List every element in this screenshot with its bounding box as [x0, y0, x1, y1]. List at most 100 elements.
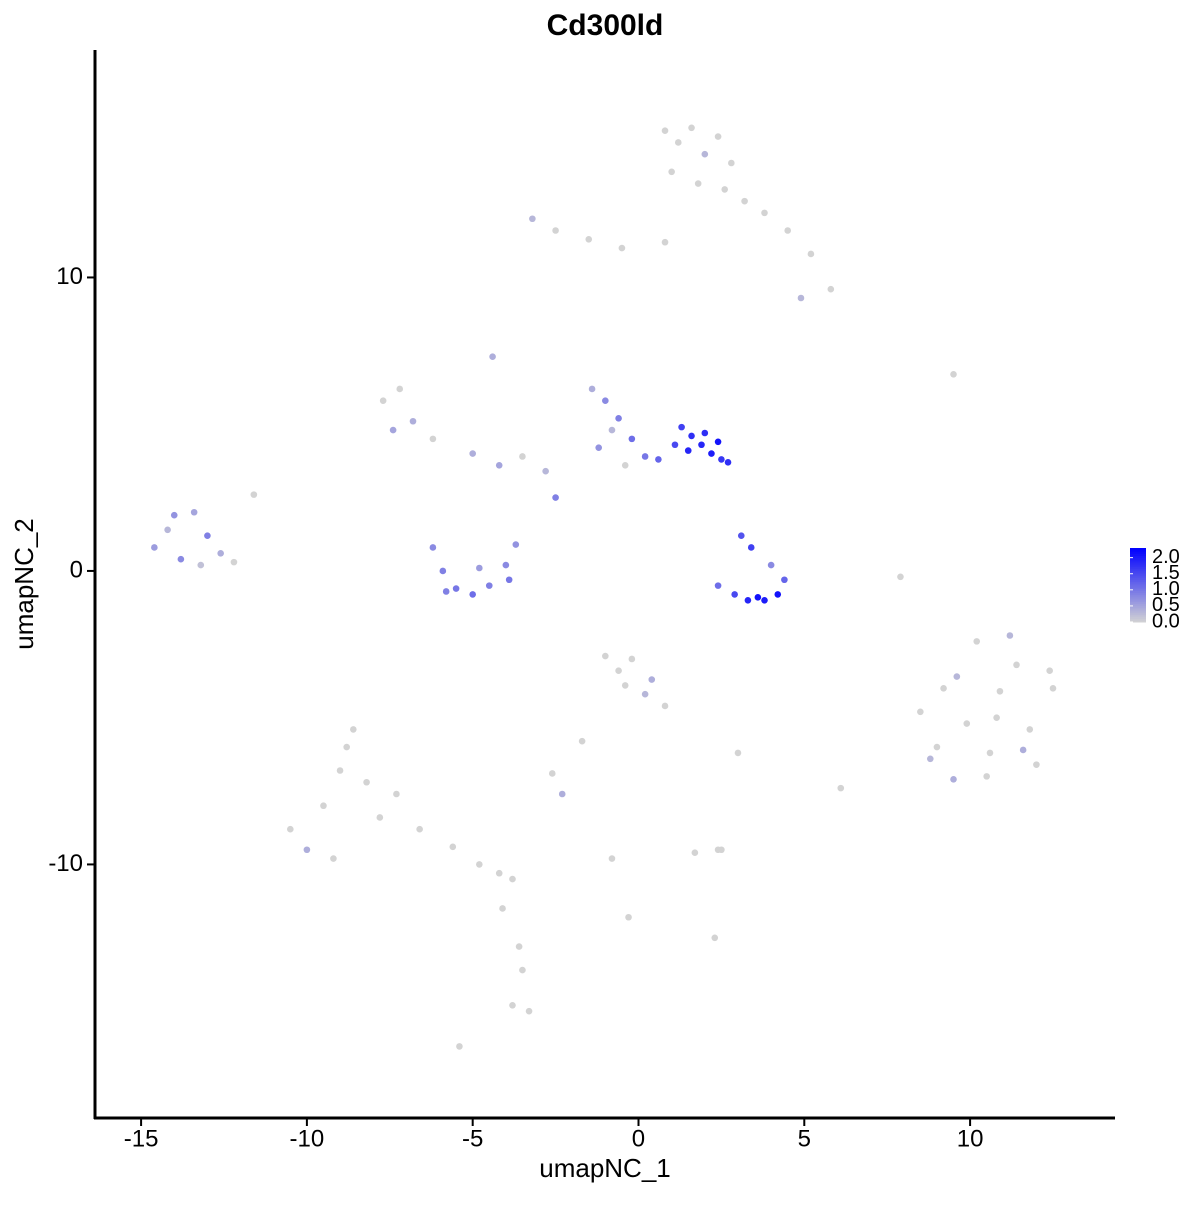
point	[691, 849, 699, 856]
point	[197, 561, 205, 569]
colorbar-segment	[1130, 605, 1146, 608]
point	[608, 855, 616, 862]
point	[190, 508, 198, 516]
point	[1006, 632, 1014, 639]
x-tick-label: 5	[798, 1125, 811, 1152]
point	[641, 690, 649, 698]
point	[621, 461, 629, 469]
point	[661, 238, 669, 246]
point	[963, 720, 971, 727]
point	[668, 168, 675, 176]
point	[621, 682, 629, 689]
point	[615, 415, 622, 422]
point	[688, 124, 695, 132]
colorbar-segment	[1130, 581, 1146, 584]
point	[602, 397, 609, 405]
point	[807, 250, 815, 258]
point	[1033, 761, 1040, 768]
point	[363, 778, 370, 786]
point	[389, 426, 397, 434]
point	[678, 423, 685, 431]
point	[628, 655, 636, 663]
colorbar-segment	[1130, 548, 1146, 551]
point	[996, 687, 1004, 695]
colorbar-label: 1.0	[1152, 578, 1180, 600]
point	[489, 353, 496, 360]
point	[525, 1007, 533, 1015]
point	[701, 429, 709, 437]
point	[595, 444, 602, 451]
colorbar-segment	[1130, 614, 1146, 617]
point	[542, 467, 549, 475]
colorbar-segment	[1130, 573, 1146, 577]
colorbar-segment	[1130, 566, 1146, 569]
colorbar-label: 1.5	[1152, 562, 1180, 584]
colorbar-label: 0.5	[1152, 594, 1180, 616]
point	[767, 561, 775, 569]
point	[320, 802, 327, 810]
point	[177, 555, 185, 563]
y-tick-label: -10	[48, 850, 83, 877]
colorbar-segment	[1130, 579, 1146, 582]
point	[781, 576, 788, 584]
colorbar-segment	[1130, 568, 1146, 571]
point	[515, 943, 523, 950]
x-tick-label: 0	[632, 1125, 645, 1152]
point	[734, 749, 742, 757]
point	[1046, 667, 1053, 675]
point	[287, 825, 294, 833]
point	[509, 875, 516, 883]
colorbar-segment	[1130, 555, 1146, 558]
point	[336, 767, 344, 774]
point	[993, 714, 1000, 721]
x-tick-label: -10	[290, 1125, 325, 1152]
point	[1026, 726, 1034, 733]
point	[728, 159, 735, 167]
point	[170, 511, 178, 519]
point	[379, 397, 387, 405]
point	[741, 197, 748, 205]
point	[897, 573, 904, 581]
point	[953, 673, 961, 680]
point	[151, 544, 158, 551]
point	[502, 561, 510, 569]
colorbar-label: 2.0	[1152, 546, 1180, 568]
x-tick-label: 10	[957, 1125, 984, 1152]
point	[439, 567, 447, 575]
point	[774, 591, 782, 598]
colorbar-segment	[1130, 603, 1146, 606]
point	[456, 1043, 463, 1050]
point	[648, 676, 656, 683]
point	[837, 784, 845, 792]
point	[950, 776, 957, 783]
colorbar-segment	[1130, 594, 1146, 597]
point	[694, 180, 702, 187]
point	[495, 461, 503, 469]
point	[618, 244, 626, 252]
colorbar-segment	[1130, 610, 1146, 614]
point	[933, 743, 941, 751]
point	[442, 588, 450, 595]
point	[731, 591, 738, 598]
colorbar-segment	[1130, 596, 1146, 599]
point	[688, 432, 695, 440]
point	[926, 755, 934, 763]
point	[519, 453, 526, 460]
point	[396, 385, 404, 393]
point	[499, 905, 506, 912]
colorbar-segment	[1130, 609, 1146, 612]
point	[714, 846, 722, 854]
point	[204, 532, 211, 540]
colorbar-segment	[1130, 616, 1146, 619]
point	[661, 702, 669, 710]
point	[661, 127, 669, 135]
point	[628, 435, 636, 443]
point	[602, 652, 609, 660]
point	[217, 550, 224, 557]
point	[625, 913, 632, 921]
point	[416, 825, 423, 833]
point	[469, 591, 476, 598]
point	[529, 215, 536, 223]
point	[505, 576, 513, 584]
colorbar-segment	[1130, 562, 1146, 566]
